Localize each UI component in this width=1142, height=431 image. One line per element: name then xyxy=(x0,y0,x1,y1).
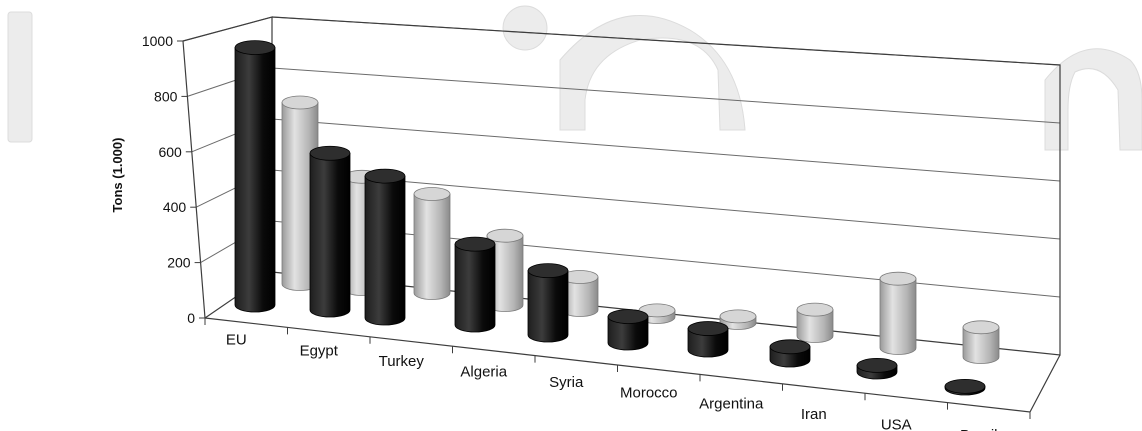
y-tick-label: 800 xyxy=(154,88,178,104)
cylinder-top xyxy=(527,263,569,279)
cylinder-black xyxy=(607,309,649,351)
cylinder-body xyxy=(234,47,276,313)
cylinder-top xyxy=(879,271,917,286)
x-tick-label: Brazil xyxy=(960,427,998,431)
cylinder-top xyxy=(796,302,834,317)
cylinders xyxy=(234,40,1000,396)
watermark-letter-i xyxy=(7,11,33,143)
cylinder-black xyxy=(769,339,811,368)
cylinder-top xyxy=(687,321,729,336)
cylinder-black xyxy=(687,321,729,358)
cylinder-body xyxy=(364,175,406,326)
y-axis: 0 200 400 600 800 1000 xyxy=(142,33,205,326)
x-tick-label: EU xyxy=(226,332,247,349)
cylinder-top xyxy=(486,228,524,243)
cylinder-top xyxy=(364,168,406,184)
x-tick-label: Algeria xyxy=(460,364,507,381)
cylinder-body xyxy=(309,152,351,318)
cylinder-top xyxy=(309,145,351,161)
cylinder-black xyxy=(454,236,496,333)
cylinder-body xyxy=(962,326,1000,364)
cylinder-black xyxy=(856,357,898,380)
cylinder-gray xyxy=(719,309,757,330)
cylinder-top xyxy=(944,378,986,394)
x-tick-label: Egypt xyxy=(300,342,339,359)
cylinder-gray xyxy=(796,302,834,343)
cylinder-black xyxy=(309,145,351,318)
cylinder-gray xyxy=(486,228,524,312)
cylinder-gray xyxy=(879,271,917,355)
cylinder-gray xyxy=(962,320,1000,364)
cylinder-black xyxy=(234,40,276,313)
cylinder-body xyxy=(796,309,834,343)
x-tick-label: Turkey xyxy=(379,353,425,370)
cylinder-body xyxy=(527,270,569,343)
cylinder-top xyxy=(413,187,451,201)
cylinder-black xyxy=(527,263,569,343)
cylinder-top xyxy=(281,95,319,110)
x-tick-label: Syria xyxy=(549,374,584,391)
y-tick-label: 0 xyxy=(187,310,195,326)
cylinder-top xyxy=(719,309,757,324)
x-tick-label: Iran xyxy=(801,406,827,423)
cylinder-body xyxy=(454,243,496,333)
x-tick-label: Argentina xyxy=(699,395,764,412)
cylinder-body xyxy=(607,316,649,351)
x-tick-label: USA xyxy=(881,417,912,431)
cylinder-top xyxy=(607,309,649,325)
x-tick-label: Morocco xyxy=(620,385,678,402)
y-axis-label: Tons (1.000) xyxy=(110,138,125,213)
cylinder-top xyxy=(769,339,811,355)
y-tick-label: 400 xyxy=(163,199,187,215)
cylinder-gray xyxy=(413,187,451,300)
cylinder-top xyxy=(962,320,1000,335)
watermark-arch-2 xyxy=(1044,48,1142,151)
cylinder-black xyxy=(364,168,406,326)
cylinder-top xyxy=(234,40,276,55)
cylinder-gray xyxy=(281,95,319,291)
y-tick-label: 200 xyxy=(167,255,191,271)
cylinder-top xyxy=(454,236,496,252)
cylinder-black xyxy=(944,378,986,396)
y-tick-label: 1000 xyxy=(142,33,173,49)
x-axis: EU Egypt Turkey Algeria Syria Morocco Argentin… xyxy=(204,318,1031,431)
watermark-arch-1 xyxy=(559,15,746,131)
watermark-dot-1 xyxy=(502,5,548,51)
cylinder-body xyxy=(413,193,451,300)
cylinder-body xyxy=(687,328,729,358)
watermark xyxy=(7,5,1142,151)
y-tick-label: 600 xyxy=(158,144,182,160)
cylinder-top xyxy=(856,357,898,373)
cylinder-body xyxy=(879,278,917,355)
